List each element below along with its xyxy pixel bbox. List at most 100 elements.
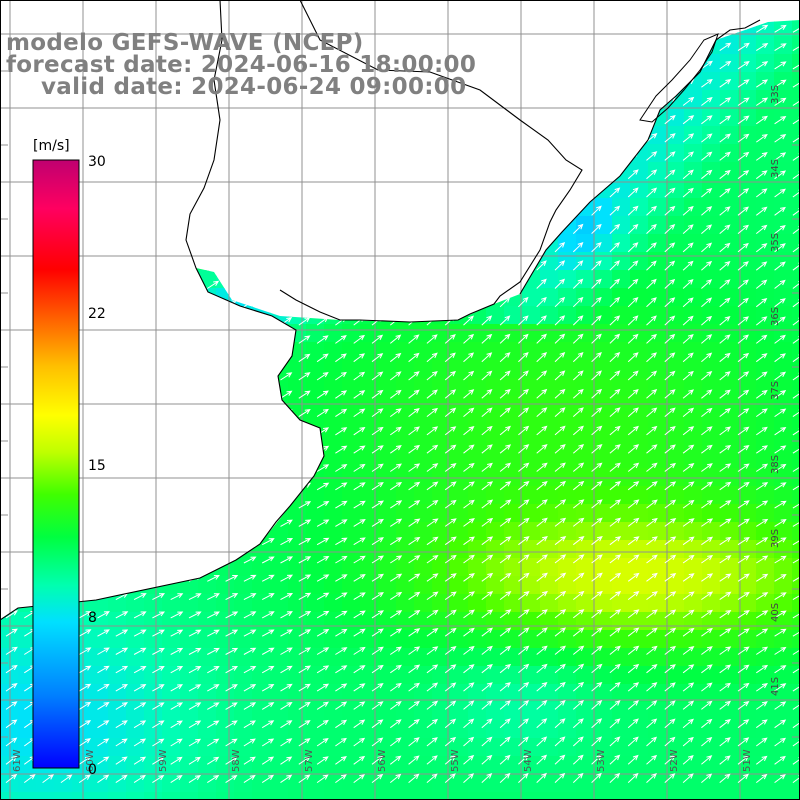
wind-arrow (572, 681, 585, 692)
wind-speed-cell (162, 108, 181, 127)
wind-arrow (774, 243, 786, 253)
wind-speed-cell (270, 252, 289, 271)
wind-arrow (133, 98, 147, 106)
wind-speed-cell (108, 162, 127, 181)
wind-arrow (188, 702, 202, 710)
wind-speed-cell (198, 180, 217, 199)
wind-arrow (737, 115, 750, 125)
wind-arrow (426, 133, 439, 143)
wind-arrow (701, 187, 713, 198)
wind-speed-cell (450, 216, 469, 235)
wind-arrow (554, 187, 566, 198)
wind-arrow (572, 260, 584, 271)
wind-speed-cell (486, 252, 505, 271)
wind-speed-cell (108, 216, 127, 235)
wind-speed-cell (252, 630, 271, 649)
wind-arrow (152, 189, 165, 198)
wind-arrow (225, 153, 238, 161)
wind-arrow (298, 464, 311, 472)
wind-arrow (335, 261, 347, 271)
wind-speed-cell (18, 0, 37, 19)
wind-arrow (481, 389, 493, 399)
wind-speed-cell (90, 486, 109, 505)
wind-arrow (682, 573, 695, 582)
wind-arrow (682, 664, 695, 674)
wind-arrow (627, 388, 639, 399)
wind-arrow (572, 96, 585, 106)
wind-arrow (554, 572, 567, 582)
wind-speed-cell (558, 324, 577, 343)
wind-arrow (572, 223, 584, 234)
wind-arrow (792, 316, 800, 326)
wind-arrow (243, 774, 256, 784)
wind-speed-cell (396, 324, 415, 343)
wind-arrow (444, 554, 457, 564)
wind-arrow (609, 736, 621, 747)
wind-speed-cell (378, 144, 397, 163)
wind-arrow (79, 8, 90, 14)
wind-arrow (646, 260, 657, 271)
wind-speed-cell (486, 360, 505, 379)
wind-arrow (280, 574, 294, 582)
wind-speed-cell (684, 720, 703, 739)
wind-arrow (646, 389, 658, 399)
wind-speed-cell (558, 558, 577, 577)
wind-arrow (701, 573, 714, 582)
wind-speed-cell (648, 162, 667, 181)
wind-speed-cell (738, 324, 757, 343)
wind-speed-cell (594, 198, 613, 217)
wind-speed-cell (594, 702, 613, 721)
wind-arrow (792, 353, 800, 363)
colorbar-unit-label: [m/s] (33, 138, 70, 154)
wind-speed-cell (594, 540, 613, 559)
wind-arrow (774, 134, 787, 143)
wind-arrow (647, 6, 657, 14)
wind-arrow (774, 353, 786, 363)
wind-speed-cell (108, 306, 127, 325)
wind-speed-cell (630, 270, 649, 289)
wind-arrow (188, 501, 202, 509)
wind-arrow (408, 700, 420, 710)
wind-arrow (756, 42, 769, 52)
wind-arrow (408, 42, 421, 52)
wind-speed-cell (90, 792, 109, 800)
wind-speed-cell (756, 450, 775, 469)
wind-speed-cell (216, 486, 235, 505)
wind-arrow (609, 151, 621, 161)
wind-speed-cell (378, 792, 397, 800)
wind-arrow (243, 390, 256, 399)
wind-speed-cell (414, 738, 433, 757)
wind-speed-cell (594, 630, 613, 649)
wind-arrow (609, 223, 621, 234)
wind-arrow (463, 133, 475, 143)
wind-speed-cell (252, 144, 271, 163)
wind-speed-cell (180, 306, 199, 325)
wind-arrow (554, 590, 567, 600)
wind-speed-cell (522, 414, 541, 433)
wind-arrow (78, 482, 92, 491)
wind-speed-cell (522, 108, 541, 127)
wind-arrow (737, 371, 750, 381)
wind-speed-cell (396, 216, 415, 235)
wind-speed-cell (648, 270, 667, 289)
wind-arrow (152, 629, 165, 637)
wind-arrow (353, 408, 366, 418)
wind-speed-cell (162, 126, 181, 145)
wind-speed-cell (720, 738, 739, 757)
wind-speed-cell (198, 648, 217, 667)
wind-arrow (591, 333, 602, 344)
wind-speed-cell (252, 756, 271, 775)
wind-arrow (152, 372, 165, 381)
wind-speed-cell (540, 270, 559, 289)
wind-speed-cell (378, 432, 397, 451)
wind-arrow (408, 609, 421, 619)
wind-arrow (664, 682, 676, 692)
wind-speed-cell (612, 360, 631, 379)
wind-speed-cell (738, 720, 757, 739)
wind-arrow (335, 116, 348, 125)
wind-arrow (646, 370, 658, 381)
wind-speed-cell (396, 432, 415, 451)
wind-arrow (170, 756, 183, 765)
wind-arrow (170, 684, 183, 692)
wind-arrow (298, 501, 312, 509)
